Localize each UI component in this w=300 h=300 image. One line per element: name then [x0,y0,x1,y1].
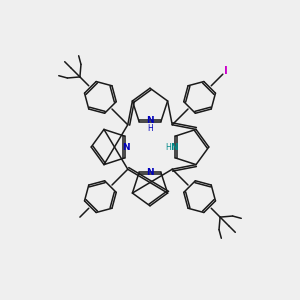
Text: N: N [170,142,178,152]
Text: N: N [146,168,154,177]
Text: N: N [146,116,154,125]
Text: H: H [165,142,171,152]
Text: N: N [122,142,130,152]
Text: I: I [224,66,228,76]
Text: H: H [147,124,153,133]
